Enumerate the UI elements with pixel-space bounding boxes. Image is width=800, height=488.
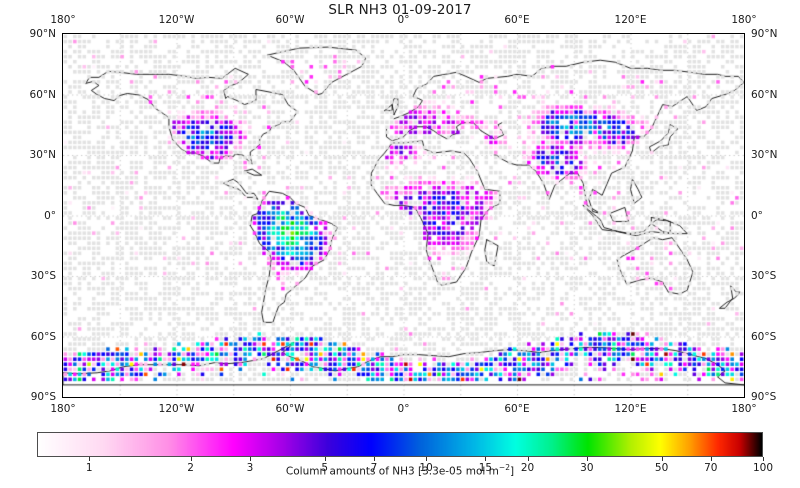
colorbar-tick-8 [586, 457, 588, 461]
y-tick-label-right-6: 90°S [751, 391, 777, 403]
y-tick-label-left-1: 60°N [29, 88, 56, 101]
colorbar-tick-label-2: 3 [246, 462, 254, 474]
colorbar-tick-7 [527, 457, 529, 461]
colorbar-tick-label-8: 30 [580, 462, 594, 474]
y-tick-label-left-5: 60°S [30, 330, 56, 343]
x-tick-label-bottom-3: 0° [397, 403, 410, 415]
colorbar-gradient [37, 432, 763, 457]
colorbar-label-tail: ] [509, 465, 515, 478]
x-tick-label-bottom-4: 60°E [504, 403, 530, 415]
x-tick-label-bottom-5: 120°E [614, 403, 647, 415]
colorbar-tick-2 [249, 457, 251, 461]
colorbar-tick-label-7: 20 [520, 462, 535, 474]
x-tick-label-top-1: 120°W [158, 14, 195, 26]
y-tick-label-right-2: 30°N [751, 149, 778, 161]
colorbar-tick-11 [763, 457, 764, 461]
colorbar-gradient-canvas [38, 433, 762, 456]
colorbar-tick-6 [485, 457, 487, 461]
x-tick-label-top-5: 120°E [614, 14, 647, 26]
x-tick-label-bottom-2: 60°W [275, 403, 305, 415]
y-tick-label-left-4: 30°S [30, 270, 56, 282]
figure-title: SLR NH3 01-09-2017 [328, 2, 472, 18]
colorbar-label-text: Column amounts of NH3 [3.3e-05 mol m [285, 465, 499, 478]
colorbar[interactable]: 1 2 3 5 7 10 15 20 30 50 70 100 [37, 432, 773, 474]
x-tick-label-top-4: 60°E [504, 14, 530, 26]
colorbar-tick-label-1: 2 [187, 462, 194, 474]
x-tick-label-bottom-0: 180° [50, 403, 76, 415]
x-tick-label-top-0: 180° [50, 14, 76, 26]
x-tick-label-bottom-6: 180° [731, 403, 757, 415]
colorbar-tick-10 [710, 457, 712, 461]
colorbar-tick-label-5: 10 [419, 462, 433, 474]
y-tick-label-right-1: 60°N [751, 88, 778, 101]
colorbar-tick-label-4: 7 [370, 462, 378, 474]
y-tick-label-right-0: 90°N [751, 28, 778, 40]
colorbar-tick-label-10: 70 [704, 462, 718, 474]
colorbar-tick-label-0: 1 [85, 462, 93, 474]
y-tick-label-right-3: 0° [751, 209, 763, 222]
map-plot-area[interactable] [62, 33, 745, 398]
colorbar-label-exponent: −2 [498, 463, 510, 472]
y-tick-label-left-3: 0° [44, 209, 56, 222]
colorbar-tick-label-3: 5 [321, 462, 329, 474]
colorbar-axis-label: Column amounts of NH3 [3.3e-05 mol m−2] [0, 463, 800, 478]
x-tick-label-top-2: 60°W [275, 14, 305, 26]
y-tick-label-left-6: 90°S [30, 391, 56, 403]
y-tick-label-left-0: 90°N [29, 28, 56, 40]
colorbar-tick-1 [190, 457, 192, 461]
colorbar-tick-label-11: 100 [752, 462, 774, 474]
x-tick-label-top-3: 0° [397, 14, 410, 26]
colorbar-tick-label-6: 15 [478, 462, 493, 474]
y-tick-label-right-4: 30°S [751, 270, 777, 282]
colorbar-tick-4 [373, 457, 375, 461]
colorbar-tick-3 [324, 457, 326, 461]
nh3-data-canvas [63, 34, 744, 397]
colorbar-tick-9 [661, 457, 663, 461]
y-tick-label-right-5: 60°S [751, 330, 777, 343]
y-tick-label-left-2: 30°N [29, 149, 56, 161]
x-tick-label-bottom-1: 120°W [158, 403, 195, 415]
colorbar-tick-5 [426, 457, 428, 461]
colorbar-tick-label-9: 50 [654, 462, 669, 474]
colorbar-tick-0 [89, 457, 91, 461]
x-tick-label-top-6: 180° [731, 14, 757, 26]
